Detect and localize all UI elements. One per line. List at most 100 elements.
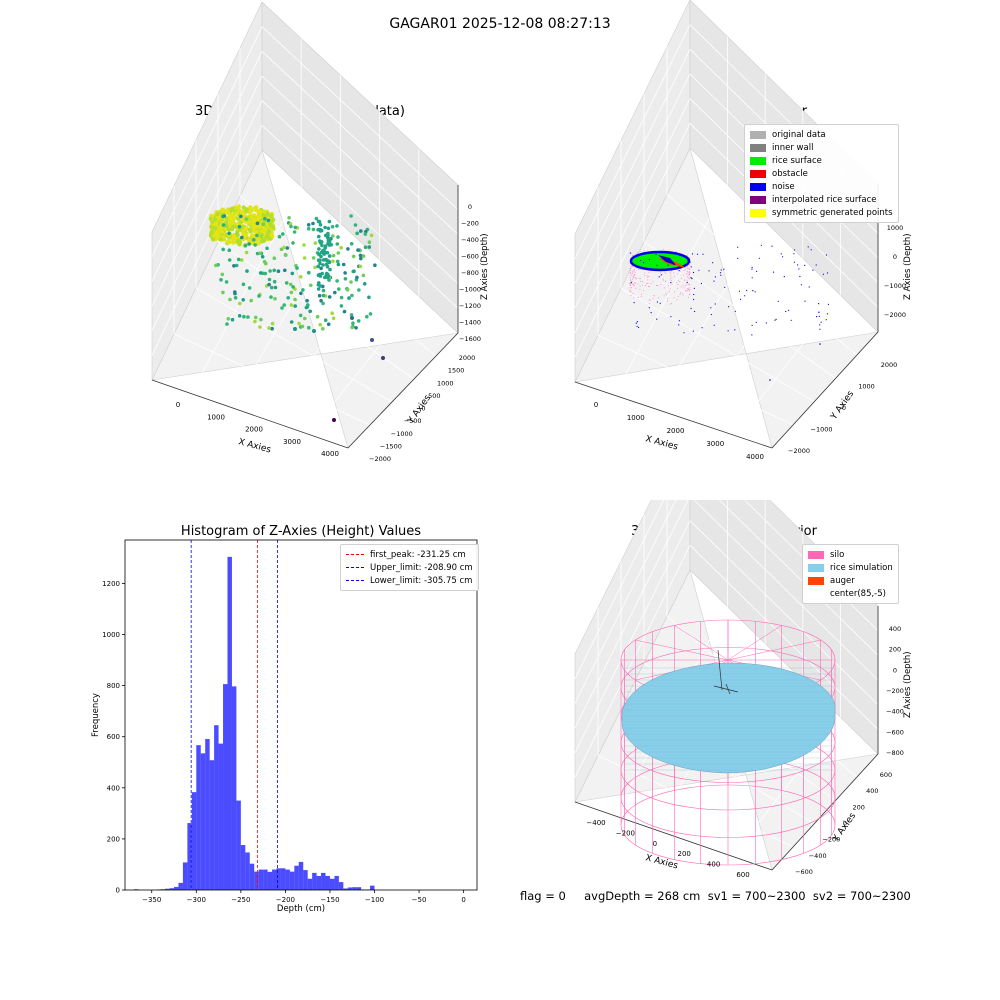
data-point (345, 287, 350, 292)
y-tick-label: −400 (809, 852, 827, 860)
data-point (319, 298, 323, 303)
data-point (270, 321, 275, 326)
data-point (318, 239, 322, 243)
data-point (279, 247, 284, 252)
inner-wall-point (663, 287, 665, 289)
noise-point (723, 268, 725, 270)
data-point (316, 264, 321, 269)
data-point (241, 282, 246, 287)
inner-wall-point (686, 283, 688, 285)
figure-title: GAGAR01 2025-12-08 08:27:13 (389, 16, 611, 32)
inner-wall-point (677, 284, 679, 286)
inner-wall-point (637, 283, 639, 285)
inner-wall-point (688, 290, 690, 292)
data-point (320, 271, 325, 276)
inner-wall-point (680, 277, 682, 279)
y-tick-label: −1000 (811, 426, 833, 434)
data-point (311, 221, 315, 226)
noise-point (645, 267, 647, 269)
x-tick-label: 200 (678, 850, 691, 858)
z-tick-label: −200 (461, 220, 479, 228)
data-point (295, 266, 299, 270)
panel2-ylabel: Y Axies (829, 389, 857, 422)
auger-line (725, 683, 731, 695)
data-point (224, 280, 229, 284)
data-point (349, 214, 353, 218)
noise-point (818, 303, 820, 305)
grid-line (574, 500, 665, 679)
grid-line (689, 520, 879, 705)
data-point (328, 267, 332, 272)
grid-line (574, 545, 691, 778)
inner-wall-point (646, 275, 648, 277)
y-tick-label: 600 (107, 733, 120, 741)
histogram-bar (352, 887, 357, 890)
data-point (240, 235, 244, 240)
data-point (324, 273, 329, 278)
data-point (317, 293, 322, 298)
noise-point (815, 264, 817, 266)
inner-wall-point (660, 284, 662, 286)
data-point (243, 243, 248, 248)
noise-point (819, 343, 821, 345)
inner-wall-point (677, 288, 679, 289)
data-point (255, 221, 260, 226)
inner-wall-point (689, 271, 691, 273)
legend-item-center: center(85,-5) (808, 587, 893, 600)
data-point (293, 304, 298, 308)
inner-wall-point (656, 285, 658, 286)
x-axis-line (574, 801, 773, 871)
legend-swatch (750, 195, 766, 204)
noise-point (788, 309, 790, 311)
histogram-bar (196, 745, 201, 890)
data-point (356, 319, 361, 323)
legend-label: Lower_limit: -305.75 cm (370, 575, 473, 586)
inner-wall-point (685, 284, 687, 286)
data-point (291, 285, 295, 289)
inner-wall-point (634, 282, 636, 284)
inner-wall-point (688, 274, 690, 276)
data-point (307, 325, 311, 330)
inner-wall-point (629, 287, 631, 289)
legend-label: center(85,-5) (830, 588, 886, 599)
histogram-bar (316, 875, 322, 890)
noise-point (655, 253, 657, 255)
inner-wall-point (631, 273, 633, 275)
inner-wall-point (634, 274, 636, 276)
noise-point (822, 273, 824, 275)
data-point (302, 243, 306, 247)
panel1-xlabel: X Axies (237, 437, 272, 455)
legend-swatch (750, 143, 766, 152)
legend-item-silo: silo (808, 548, 893, 561)
inner-wall-point (671, 283, 673, 285)
data-point (321, 288, 326, 293)
data-point (272, 279, 277, 284)
noise-point (691, 253, 694, 255)
noise-point (656, 318, 658, 320)
inner-wall-point (689, 293, 691, 295)
legend-label: rice surface (772, 155, 822, 166)
inner-wall-point (665, 292, 667, 294)
inner-wall-point (682, 294, 684, 296)
grid-line (151, 51, 263, 282)
grid-line (173, 333, 371, 426)
z-tick-label: −800 (461, 269, 479, 277)
inner-wall-point (673, 272, 675, 274)
inner-wall-point (678, 279, 679, 281)
y-tick-label: 2000 (459, 354, 476, 362)
x-tick-label: 0 (594, 401, 598, 409)
data-point (227, 248, 232, 252)
inner-wall-point (650, 283, 652, 285)
x-tick-label: −300 (187, 896, 206, 904)
inner-wall-point (629, 280, 631, 281)
inner-wall-point (667, 298, 669, 300)
data-point (277, 234, 282, 239)
data-point (226, 210, 231, 215)
panel2-3d-plot: 0 1000 2000 3000 4000 −2000 −1000 0 1000 2000 1000… (574, 0, 913, 461)
legend-item-auger: auger (808, 574, 893, 587)
noise-point (714, 303, 716, 305)
y-tick-label: 200 (852, 803, 864, 811)
noise-point (804, 264, 806, 266)
data-point (256, 210, 262, 215)
noise-point (808, 286, 810, 288)
